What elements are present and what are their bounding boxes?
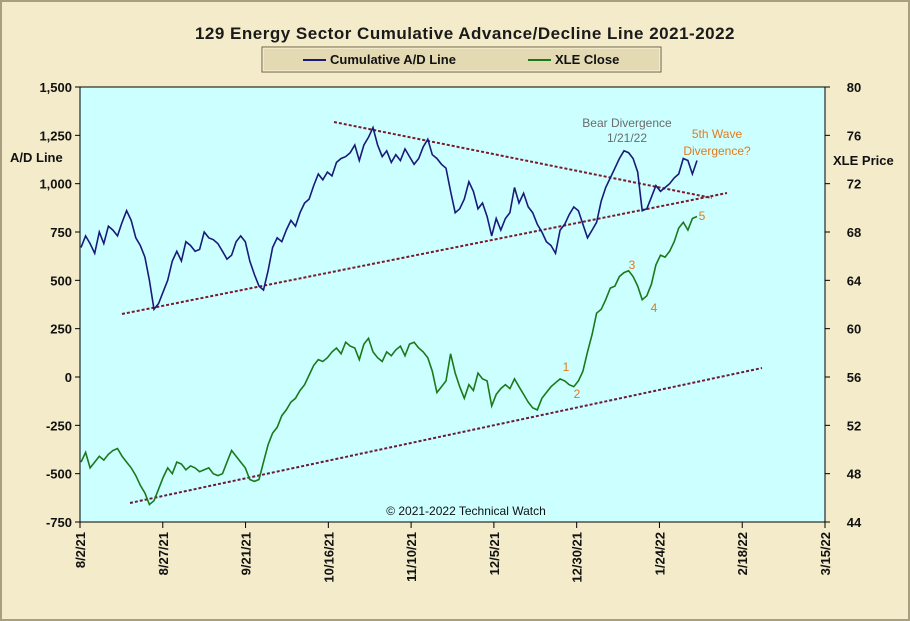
x-tick-label: 2/18/22: [735, 532, 750, 575]
right-axis-label: XLE Price: [833, 153, 894, 168]
trendline-ad-support: [121, 192, 728, 315]
annotation-bear-divergence-date: 1/21/22: [607, 131, 647, 145]
trendlines: [121, 121, 763, 504]
x-tick-label: 10/16/21: [321, 532, 336, 583]
right-tick-label: 60: [847, 322, 861, 337]
right-tick-label: 64: [847, 273, 862, 288]
right-tick-label: 56: [847, 370, 861, 385]
copyright-text: © 2021-2022 Technical Watch: [386, 504, 546, 518]
x-tick-label: 12/30/21: [570, 532, 585, 583]
right-tick-label: 72: [847, 177, 861, 192]
x-tick-label: 3/15/22: [818, 532, 833, 575]
left-tick-label: 1,000: [39, 177, 72, 192]
left-tick-label: -250: [46, 418, 72, 433]
wave-label-5: 5: [699, 209, 706, 223]
legend: Cumulative A/D Line XLE Close: [261, 46, 662, 73]
legend-label-ad-line: Cumulative A/D Line: [330, 52, 456, 67]
chart-title: 129 Energy Sector Cumulative Advance/Dec…: [195, 24, 735, 43]
annotation-divergence-question: Divergence?: [683, 144, 751, 158]
left-tick-label: 0: [65, 370, 72, 385]
x-tick-label: 1/24/22: [652, 532, 667, 575]
right-tick-label: 80: [847, 80, 861, 95]
wave-label-4: 4: [651, 301, 658, 315]
left-tick-label: -750: [46, 515, 72, 530]
annotation-5th-wave: 5th Wave: [692, 127, 743, 141]
right-tick-label: 52: [847, 418, 861, 433]
right-tick-label: 76: [847, 128, 861, 143]
x-tick-label: 11/10/21: [404, 532, 419, 582]
trendline-xle-support: [129, 367, 763, 504]
left-tick-label: 500: [50, 273, 72, 288]
left-axis: 1,500 1,250 1,000 750 500 250 0 -250 -500 -750: [39, 80, 80, 530]
x-tick-label: 8/2/21: [73, 532, 88, 568]
wave-label-3: 3: [629, 258, 636, 272]
right-tick-label: 68: [847, 225, 861, 240]
plot-area: [79, 86, 826, 523]
x-axis: 8/2/21 8/27/21 9/21/21 10/16/21 11/10/21 12/5…: [73, 522, 833, 583]
left-axis-label: A/D Line: [10, 150, 63, 165]
left-tick-label: 1,500: [39, 80, 72, 95]
x-tick-label: 8/27/21: [156, 532, 171, 575]
wave-label-1: 1: [563, 360, 570, 374]
trendline-ad-resistance: [333, 121, 713, 199]
x-tick-label: 12/5/21: [487, 532, 502, 575]
right-tick-label: 48: [847, 467, 861, 482]
annotation-bear-divergence: Bear Divergence: [582, 116, 672, 130]
right-tick-label: 44: [847, 515, 862, 530]
series-xle-close: [80, 215, 698, 506]
left-tick-label: 250: [50, 322, 72, 337]
wave-label-2: 2: [574, 387, 581, 401]
x-tick-label: 9/21/21: [239, 532, 254, 575]
left-tick-label: -500: [46, 467, 72, 482]
left-tick-label: 1,250: [39, 128, 72, 143]
legend-label-xle: XLE Close: [555, 52, 619, 67]
left-tick-label: 750: [50, 225, 72, 240]
series-cumulative-ad-line: [80, 125, 698, 312]
right-axis: 80 76 72 68 64 60 56 52 48 44: [825, 80, 862, 530]
